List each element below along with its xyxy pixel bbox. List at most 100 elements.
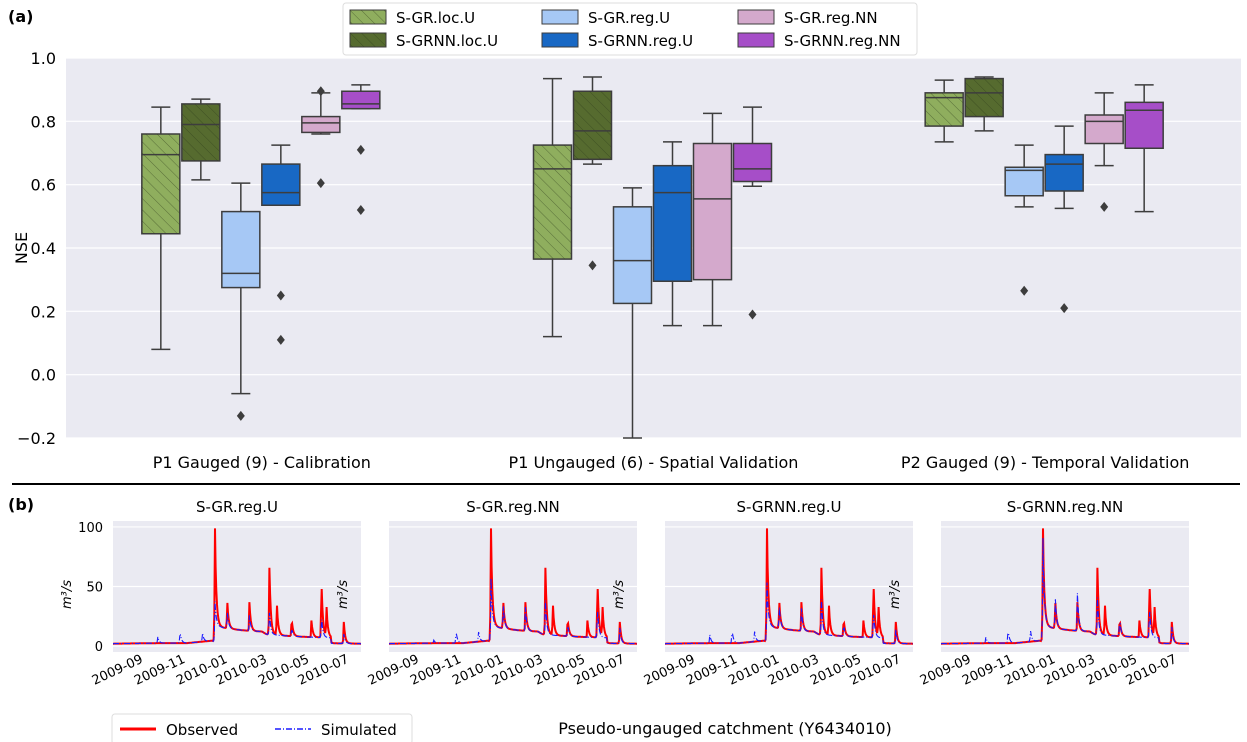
- hydrograph-subplot: S-GRNN.reg.NNm³/s2009-092009-112010-0120…: [888, 498, 1189, 689]
- box-iqr: [612, 206, 653, 305]
- outlier-point: [1020, 285, 1029, 296]
- box-S-GRNN.reg.NN: [732, 106, 773, 320]
- legend-label: S-GRNN.reg.U: [588, 32, 693, 50]
- legend-item: S-GRNN.reg.NN: [737, 32, 901, 50]
- box-hatch: [141, 134, 180, 234]
- boxplot-legend: S-GR.loc.U S-GRNN.loc.U S-GR.reg.U S-GRNN.r…: [342, 2, 918, 56]
- legend-item: S-GRNN.loc.U: [349, 32, 498, 50]
- legend-item: S-GR.reg.NN: [737, 9, 878, 27]
- box-S-GR.loc.U: [141, 106, 181, 351]
- box-hatch: [181, 103, 220, 161]
- box-S-GR.loc.U: [532, 77, 573, 338]
- simulated-line: [389, 578, 637, 645]
- box-hatch: [533, 145, 572, 260]
- box-S-GRNN.loc.U: [964, 76, 1004, 132]
- hydrograph-panels: S-GR.reg.Um³/s0501002009-092009-112010-0…: [60, 498, 1189, 689]
- y-tick-label: 0.6: [31, 176, 56, 195]
- y-axis-label: m³/s: [336, 580, 351, 609]
- legend-item: S-GRNN.reg.U: [541, 32, 693, 50]
- box-S-GR.reg.U: [612, 187, 653, 439]
- box-S-GR.reg.NN: [1084, 92, 1124, 212]
- box-S-GR.reg.NN: [301, 86, 341, 189]
- outlier-point: [276, 290, 285, 301]
- box-S-GRNN.reg.U: [652, 141, 693, 327]
- legend-swatch: [541, 32, 579, 48]
- x-category-label: P1 Gauged (9) - Calibration: [153, 453, 371, 472]
- legend-label: S-GR.reg.NN: [784, 9, 878, 27]
- outlier-point: [316, 178, 325, 189]
- box-iqr: [652, 164, 693, 283]
- outlier-point: [748, 309, 757, 320]
- hydrograph-subplot: S-GRNN.reg.Um³/s2009-092009-112010-01201…: [612, 498, 913, 689]
- box-iqr: [1084, 114, 1124, 145]
- x-category-label: P1 Ungauged (6) - Spatial Validation: [509, 453, 799, 472]
- outlier-point: [588, 260, 597, 271]
- y-tick-label: 0: [95, 640, 103, 655]
- panel-label-b: (b): [8, 495, 34, 514]
- box-hatch: [965, 78, 1004, 117]
- y-axis-label: m³/s: [612, 580, 627, 609]
- simulated-line: [665, 582, 913, 645]
- legend-swatch: [737, 32, 775, 48]
- legend-label: S-GR.reg.U: [588, 9, 670, 27]
- box-iqr: [301, 115, 341, 134]
- box-iqr: [1004, 166, 1044, 197]
- simulated-line: [941, 538, 1189, 645]
- outlier-point: [1100, 201, 1109, 212]
- hydrograph-legend: Observed Simulated: [111, 713, 413, 742]
- box-S-GR.reg.NN: [692, 112, 733, 327]
- y-axis-label: m³/s: [60, 580, 75, 609]
- legend-swatch: [737, 9, 775, 25]
- legend-item: S-GR.loc.U: [349, 9, 475, 27]
- y-tick-label: 0.2: [31, 302, 56, 321]
- box-S-GRNN.reg.U: [261, 144, 301, 345]
- box-iqr: [261, 163, 301, 206]
- boxplot-panel: −0.2 0.0 0.2 0.4 0.6 0.8 1.0 NSE P1 Gauged (9) -…: [12, 49, 1241, 472]
- box-S-GRNN.loc.U: [181, 98, 221, 181]
- legend-simulated-label: Simulated: [321, 721, 397, 739]
- box-S-GRNN.reg.U: [1044, 125, 1084, 314]
- outlier-point: [236, 410, 245, 421]
- y-tick-label: −0.2: [17, 429, 56, 448]
- y-axis-label: NSE: [12, 232, 31, 264]
- box-S-GR.reg.U: [221, 182, 261, 421]
- box-S-GRNN.reg.NN: [341, 84, 381, 215]
- outlier-point: [1060, 303, 1069, 314]
- box-iqr: [221, 210, 261, 289]
- box-S-GRNN.loc.U: [572, 76, 613, 271]
- legend-label: S-GRNN.reg.NN: [784, 32, 901, 50]
- hydrograph-xlabel: Pseudo-ungauged catchment (Y6434010): [558, 719, 892, 738]
- outlier-point: [316, 86, 325, 97]
- y-axis-label: m³/s: [888, 580, 903, 609]
- simulated-line: [113, 601, 361, 645]
- legend-swatch: [541, 9, 579, 25]
- box-iqr: [341, 90, 381, 110]
- outlier-point: [356, 205, 365, 215]
- y-tick-label: 1.0: [31, 49, 56, 68]
- hydrograph-subplot: S-GR.reg.Um³/s0501002009-092009-112010-0…: [60, 498, 361, 689]
- legend-label: S-GR.loc.U: [396, 9, 475, 27]
- box-iqr: [732, 142, 773, 183]
- box-S-GR.loc.U: [924, 79, 964, 143]
- legend-swatch-hatch: [350, 10, 386, 24]
- legend-observed-label: Observed: [166, 721, 238, 739]
- subplot-title: S-GR.reg.U: [196, 498, 278, 516]
- box-hatch: [925, 92, 964, 127]
- box-iqr: [692, 142, 733, 281]
- x-category-label: P2 Gauged (9) - Temporal Validation: [901, 453, 1189, 472]
- y-tick-label: 100: [78, 521, 103, 536]
- hydrograph-subplot: S-GR.reg.NNm³/s2009-092009-112010-012010…: [336, 498, 637, 689]
- box-S-GRNN.reg.NN: [1124, 84, 1164, 213]
- y-tick-label: 50: [86, 581, 103, 596]
- outlier-point: [276, 334, 285, 345]
- legend-frame: [111, 713, 413, 742]
- box-iqr: [1124, 101, 1164, 150]
- box-hatch: [573, 91, 612, 160]
- panel-label-a: (a): [8, 7, 33, 26]
- subplot-title: S-GRNN.reg.U: [736, 498, 841, 516]
- subplot-title: S-GR.reg.NN: [466, 498, 560, 516]
- outlier-point: [356, 144, 365, 155]
- y-tick-label: 0.4: [31, 239, 56, 258]
- y-tick-label: 0.0: [31, 366, 56, 385]
